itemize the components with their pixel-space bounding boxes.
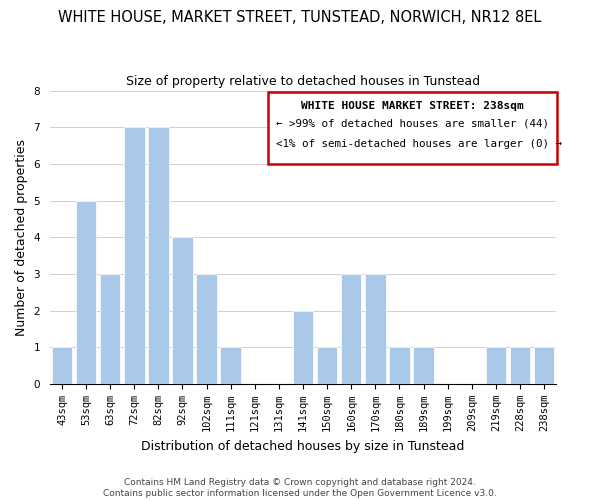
Text: WHITE HOUSE, MARKET STREET, TUNSTEAD, NORWICH, NR12 8EL: WHITE HOUSE, MARKET STREET, TUNSTEAD, NO… [58, 10, 542, 25]
Bar [100, 274, 121, 384]
Bar [485, 348, 506, 384]
Bar [196, 274, 217, 384]
Bar [148, 127, 169, 384]
Bar [365, 274, 386, 384]
Title: Size of property relative to detached houses in Tunstead: Size of property relative to detached ho… [126, 75, 480, 88]
Text: ← >99% of detached houses are smaller (44): ← >99% of detached houses are smaller (4… [276, 118, 549, 128]
Bar [293, 310, 313, 384]
Text: <1% of semi-detached houses are larger (0) →: <1% of semi-detached houses are larger (… [276, 139, 562, 149]
FancyBboxPatch shape [268, 92, 557, 164]
Bar [510, 348, 530, 384]
Bar [52, 348, 72, 384]
Bar [534, 348, 554, 384]
Text: Contains HM Land Registry data © Crown copyright and database right 2024.
Contai: Contains HM Land Registry data © Crown c… [103, 478, 497, 498]
Bar [124, 127, 145, 384]
Bar [172, 238, 193, 384]
X-axis label: Distribution of detached houses by size in Tunstead: Distribution of detached houses by size … [142, 440, 465, 452]
Y-axis label: Number of detached properties: Number of detached properties [15, 138, 28, 336]
Bar [220, 348, 241, 384]
Bar [413, 348, 434, 384]
Text: WHITE HOUSE MARKET STREET: 238sqm: WHITE HOUSE MARKET STREET: 238sqm [301, 101, 524, 111]
Bar [389, 348, 410, 384]
Bar [76, 200, 97, 384]
Bar [317, 348, 337, 384]
Bar [341, 274, 361, 384]
